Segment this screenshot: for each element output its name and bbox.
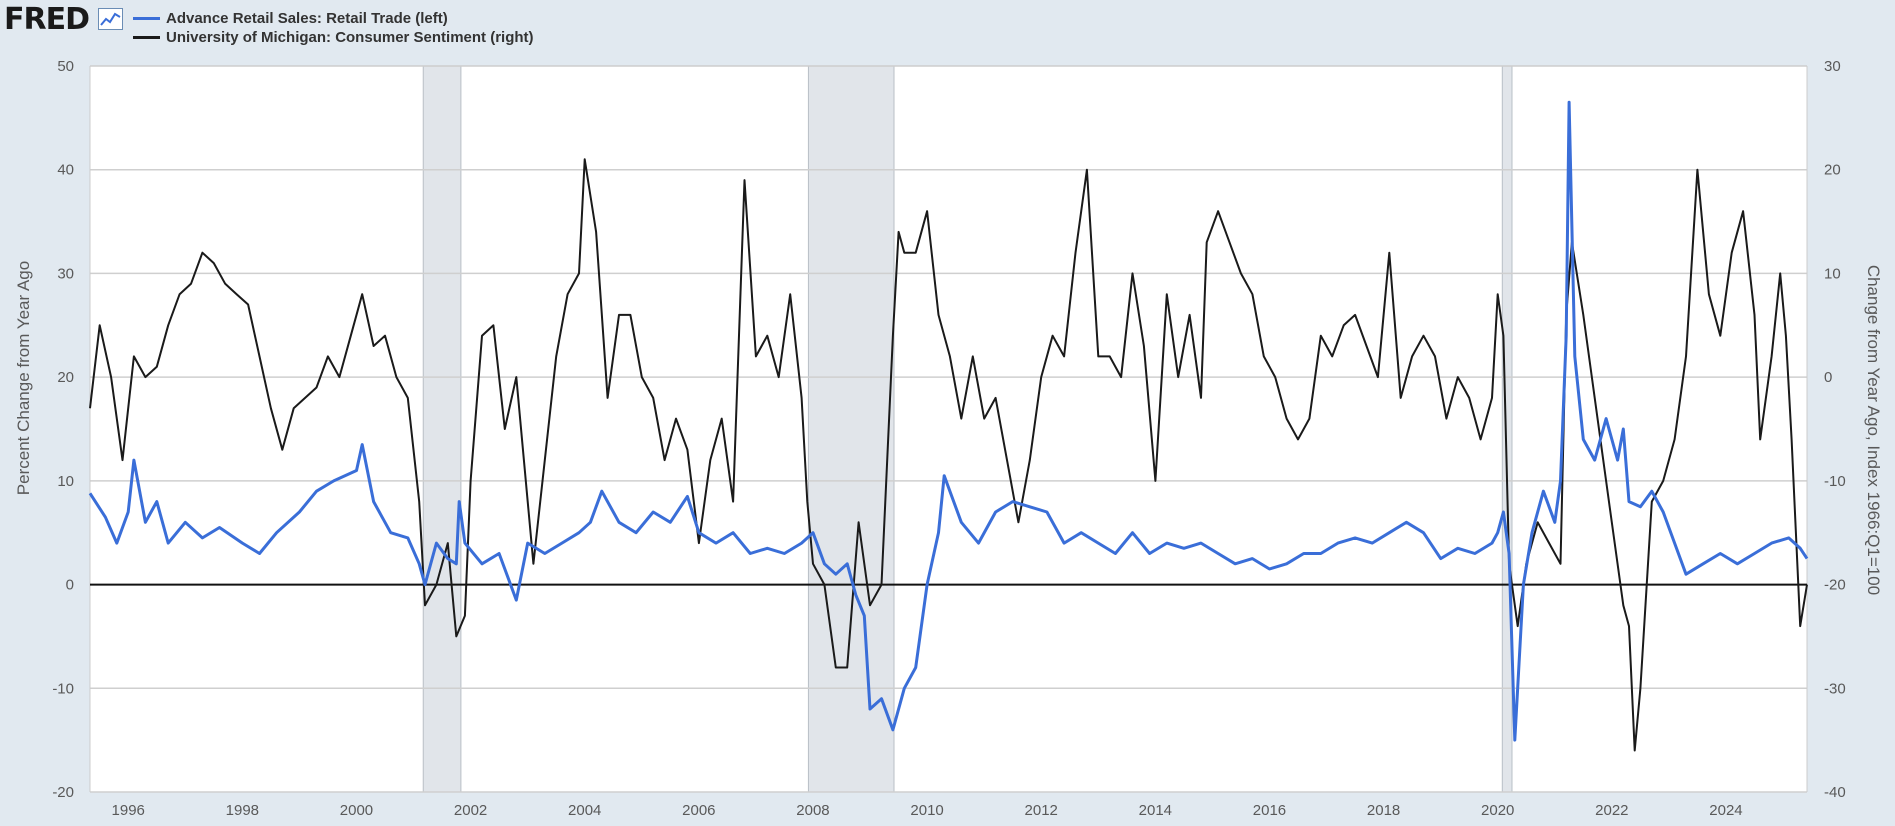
y-left-tick-label: 20 <box>57 369 74 386</box>
y-right-tick-label: 30 <box>1824 58 1841 75</box>
x-tick-label: 2000 <box>340 802 373 819</box>
legend-label-consumer-sentiment: University of Michigan: Consumer Sentime… <box>166 28 534 46</box>
consumer-sentiment-line <box>89 158 1808 752</box>
plot-area <box>90 66 1807 792</box>
legend-swatch-consumer-sentiment <box>133 35 160 39</box>
y-right-tick-label: -30 <box>1824 680 1846 697</box>
recession-band-2 <box>1501 65 1513 793</box>
y-axis-left-ticks: 50 40 30 20 10 0 -10 -20 <box>52 58 74 801</box>
x-tick-label: 2002 <box>454 802 487 819</box>
y-right-tick-label: 10 <box>1824 265 1841 282</box>
x-tick-label: 2006 <box>682 802 715 819</box>
y-left-tick-label: 10 <box>57 473 74 490</box>
y-left-tick-label: -20 <box>52 784 74 801</box>
line-chart-icon <box>98 8 123 30</box>
series-lines <box>88 100 1809 752</box>
x-tick-label: 2016 <box>1253 802 1286 819</box>
y-axis-right-title: Change from Year Ago, Index 1966:Q1=100 <box>1864 265 1883 595</box>
y-right-tick-label: -40 <box>1824 784 1846 801</box>
fred-logo[interactable]: FRED <box>4 2 90 37</box>
y-left-tick-label: 30 <box>57 265 74 282</box>
y-left-tick-label: 40 <box>57 162 74 179</box>
y-left-tick-label: 0 <box>66 577 74 594</box>
y-axis-right-ticks: 30 20 10 0 -10 -20 -30 -40 <box>1824 58 1846 801</box>
x-tick-label: 1996 <box>112 802 145 819</box>
x-tick-label: 1998 <box>226 802 259 819</box>
y-left-tick-label: 50 <box>57 58 74 75</box>
legend-label-retail-sales: Advance Retail Sales: Retail Trade (left… <box>166 9 448 27</box>
x-tick-label: 2020 <box>1481 802 1514 819</box>
recession-band-1 <box>807 65 895 793</box>
x-tick-label: 2010 <box>910 802 943 819</box>
chart-header: FRED Advance Retail Sales: Retail Trade … <box>0 0 1895 58</box>
x-tick-label: 2008 <box>796 802 829 819</box>
legend-item-retail-sales[interactable]: Advance Retail Sales: Retail Trade (left… <box>133 9 448 27</box>
legend-swatch-retail-sales <box>133 16 160 20</box>
y-axis-left-title: Percent Change from Year Ago <box>14 261 33 495</box>
x-axis-ticks: 1996 1998 2000 2002 2004 2006 2008 2010 2012 2014… <box>112 802 1743 819</box>
retail-sales-line <box>88 100 1809 742</box>
y-right-tick-label: -20 <box>1824 577 1846 594</box>
x-tick-label: 2004 <box>568 802 601 819</box>
recession-shading <box>422 65 1513 793</box>
recession-band-0 <box>422 65 462 793</box>
x-tick-label: 2024 <box>1709 802 1742 819</box>
y-left-tick-label: -10 <box>52 680 74 697</box>
y-right-tick-label: -10 <box>1824 473 1846 490</box>
y-right-tick-label: 0 <box>1824 369 1832 386</box>
y-right-tick-label: 20 <box>1824 162 1841 179</box>
legend-item-consumer-sentiment[interactable]: University of Michigan: Consumer Sentime… <box>133 28 534 46</box>
x-tick-label: 2022 <box>1595 802 1628 819</box>
x-tick-label: 2012 <box>1025 802 1058 819</box>
x-tick-label: 2014 <box>1139 802 1172 819</box>
gridlines <box>89 65 1808 793</box>
x-tick-label: 2018 <box>1367 802 1400 819</box>
